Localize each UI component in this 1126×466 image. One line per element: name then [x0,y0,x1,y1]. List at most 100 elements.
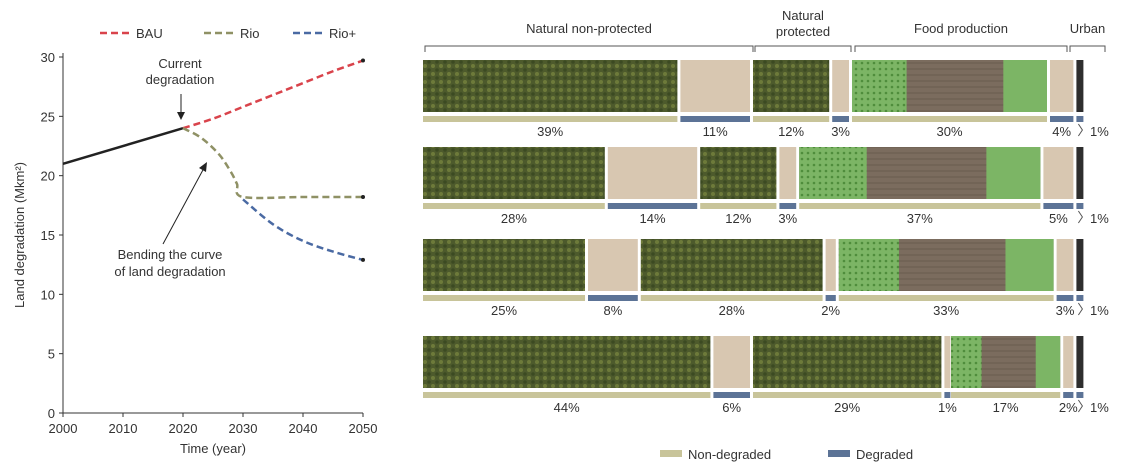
group-bracket [754,45,852,52]
segment-percent-label: 17% [993,400,1019,415]
land-block [832,60,849,112]
urban-label-bracket [1077,210,1084,224]
annotation-current-line1: Current [158,56,202,71]
status-bar-degraded [1050,116,1074,122]
land-block [713,336,750,388]
scenario-row-3: 25% 8% 28% 2% 33% 3% 1% [423,239,1109,318]
land-block [1076,336,1084,388]
series-line-rio-plus [242,198,364,262]
legend-label: Rio [240,26,260,41]
status-bar-degraded [1076,116,1084,122]
segment-percent-label: 3% [778,211,797,226]
group-header-0: Natural non-protected [424,21,754,52]
segment-percent-label: 6% [722,400,741,415]
land-block [753,336,942,388]
segment-percent-label: 37% [907,211,933,226]
x-tick-label: 2020 [169,421,198,436]
series-end-point [361,195,365,200]
segment-percent-label: 28% [719,303,745,318]
y-tick-label: 5 [48,347,55,362]
land-block [944,336,951,388]
status-bar-degraded [588,295,638,301]
legend-label: Rio+ [329,26,356,41]
status-bar-degraded [944,392,951,398]
group-header-label: Urban [1070,21,1105,36]
land-block [1043,147,1074,199]
status-bar-non-degraded [423,295,585,301]
land-block [1076,239,1084,291]
urban-label-bracket [1077,399,1084,413]
status-bar-non-degraded [951,392,1061,398]
status-bar-degraded [1076,203,1084,209]
status-legend: Non-degraded Degraded [660,447,913,462]
group-header-label: Natural non-protected [526,21,652,36]
scenario-row-2: 28% 14% 12% 3% 37% 5% 1% [423,147,1109,226]
land-block [1063,336,1074,388]
x-tick-label: 2000 [49,421,78,436]
status-bar-non-degraded [838,295,1054,301]
series-end-point [361,58,365,63]
segment-percent-label: 44% [554,400,580,415]
segment-percent-label: 8% [604,303,623,318]
historical-degradation-line [62,127,184,165]
segment-percent-label: 1% [1090,400,1109,415]
land-block [1076,147,1084,199]
legend-label: Degraded [856,447,913,462]
crop-field [1035,336,1061,388]
x-tick-label: 2030 [229,421,258,436]
status-bar-degraded [825,295,836,301]
status-bar-non-degraded [753,392,942,398]
status-bar-degraded [1063,392,1074,398]
segment-percent-label: 1% [1090,303,1109,318]
status-bar-non-degraded [423,116,678,122]
annotation-bending-line1: Bending the curve [118,247,223,262]
annotation-current-line2: degradation [146,72,215,87]
y-tick-label: 30 [41,50,55,65]
y-tick-label: 0 [48,406,55,421]
segment-percent-label: 25% [491,303,517,318]
segment-percent-label: 1% [1090,211,1109,226]
legend-swatch-non-degraded [660,450,682,457]
status-bar-degraded [1076,392,1084,398]
group-header-label: Food production [914,21,1008,36]
segment-percent-label: 14% [639,211,665,226]
group-header-2: Food production [854,21,1068,52]
land-block [423,60,678,112]
x-tick-label: 2040 [289,421,318,436]
segment-percent-label: 3% [1056,303,1075,318]
y-tick-label: 15 [41,228,55,243]
status-bar-degraded [1056,295,1074,301]
y-axis-label: Land degradation (Mkm²) [12,162,27,308]
scenario-row-1: 39% 11% 12% 3% 30% 4% 1% [423,60,1109,139]
x-axis-label: Time (year) [180,441,246,456]
status-bar-degraded [713,392,750,398]
segment-percent-label: 1% [1090,124,1109,139]
segment-percent-label: 28% [501,211,527,226]
series-line-bau [182,59,364,130]
scenario-row-4: 44% 6% 29% 1% 17% 2% 1% [423,336,1109,415]
land-degradation-line-chart: 0 5 10 15 20 25 30 2000 2010 2020 2030 2040 2050 Land… [12,26,377,456]
crop-field [951,336,982,388]
segment-percent-label: 5% [1049,211,1068,226]
status-bar-degraded [832,116,849,122]
status-bar-degraded [779,203,797,209]
crop-field [1005,239,1054,291]
series-line-rio [182,127,363,200]
land-block [588,239,638,291]
y-tick-label: 10 [41,287,55,302]
group-header-3: Urban [1069,21,1106,52]
segment-percent-label: 1% [938,400,957,415]
segment-percent-label: 2% [1059,400,1078,415]
crop-field [838,239,899,291]
x-tick-label: 2010 [109,421,138,436]
status-bar-non-degraded [799,203,1041,209]
group-bracket [854,45,1068,52]
segment-percent-label: 2% [821,303,840,318]
legend-label: Non-degraded [688,447,771,462]
segment-percent-label: 4% [1052,124,1071,139]
land-block [753,60,830,112]
annotation-arrow [162,167,205,245]
land-block [423,336,711,388]
